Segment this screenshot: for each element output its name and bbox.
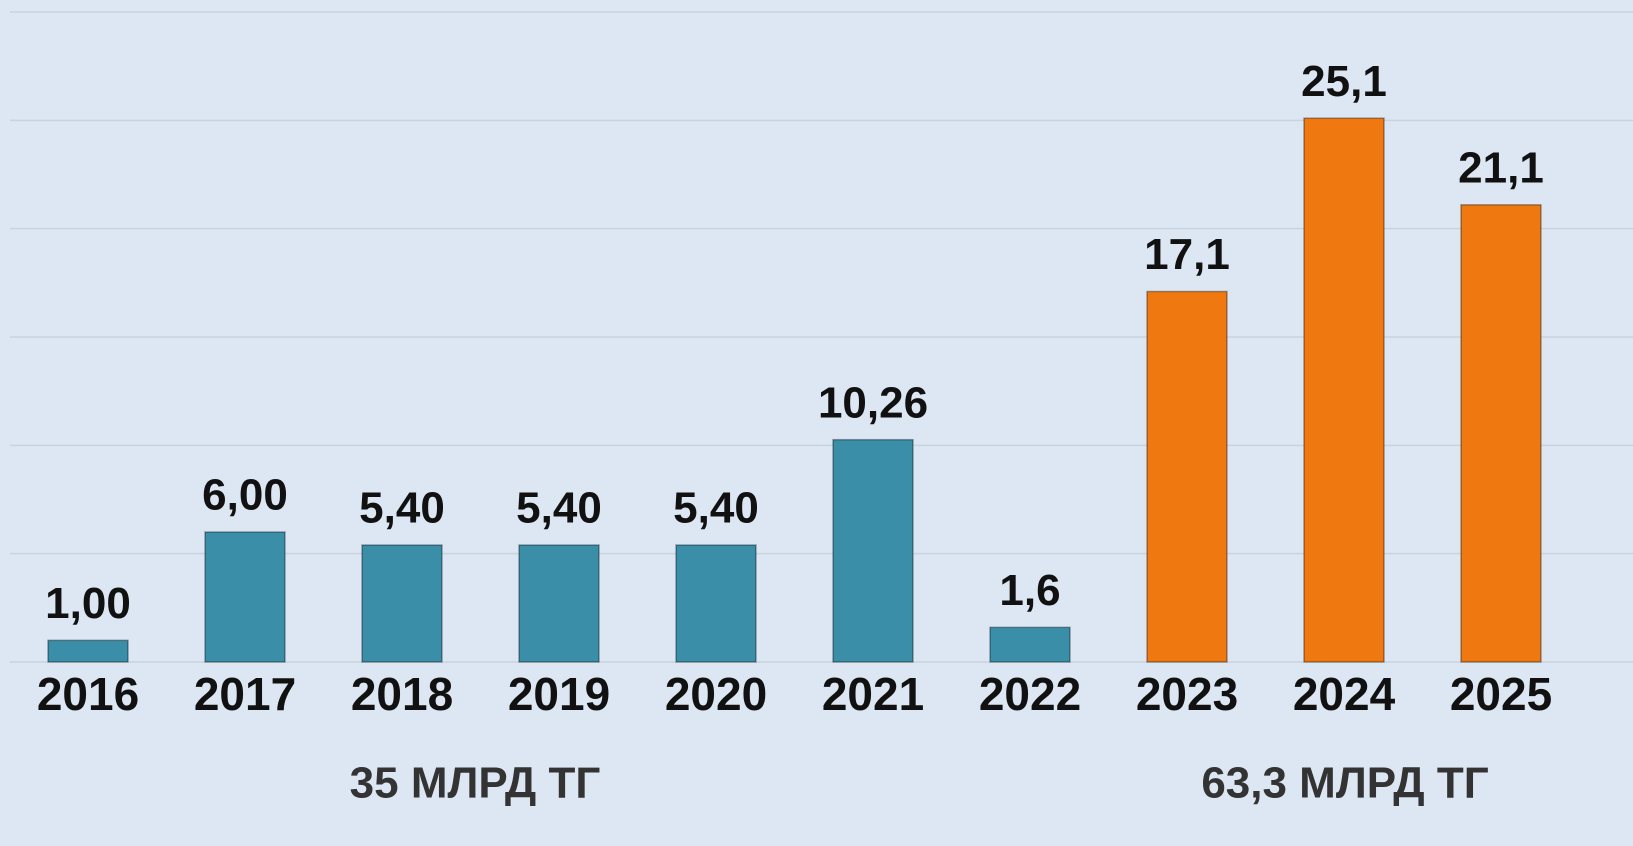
bar: [1146, 290, 1228, 663]
group-label: 35 МЛРД ТГ: [350, 759, 601, 808]
x-tick-label: 2022: [979, 668, 1081, 720]
value-label: 21,1: [1458, 143, 1544, 192]
bar: [47, 639, 129, 663]
x-tick-label: 2016: [37, 668, 139, 720]
value-label: 1,6: [999, 566, 1060, 615]
bar: [518, 544, 600, 663]
bar: [204, 531, 286, 663]
bar: [1303, 117, 1385, 663]
x-tick-label: 2018: [351, 668, 453, 720]
x-tick-label: 2019: [508, 668, 610, 720]
value-label: 17,1: [1144, 230, 1230, 279]
value-label: 5,40: [516, 484, 602, 533]
bar: [989, 626, 1071, 663]
value-label: 1,00: [45, 579, 131, 628]
value-label: 25,1: [1301, 57, 1387, 106]
value-label: 6,00: [202, 471, 288, 520]
x-tick-label: 2025: [1450, 668, 1552, 720]
value-label: 10,26: [818, 378, 928, 427]
group-label: 63,3 МЛРД ТГ: [1201, 759, 1488, 808]
bar: [675, 544, 757, 663]
x-tick-label: 2021: [822, 668, 924, 720]
value-label: 5,40: [359, 484, 445, 533]
bar: [1460, 204, 1542, 663]
value-label: 5,40: [673, 484, 759, 533]
bar: [832, 438, 914, 663]
bar: [361, 544, 443, 663]
x-tick-label: 2017: [194, 668, 296, 720]
x-tick-label: 2024: [1293, 668, 1396, 720]
x-tick-label: 2020: [665, 668, 767, 720]
x-tick-label: 2023: [1136, 668, 1238, 720]
